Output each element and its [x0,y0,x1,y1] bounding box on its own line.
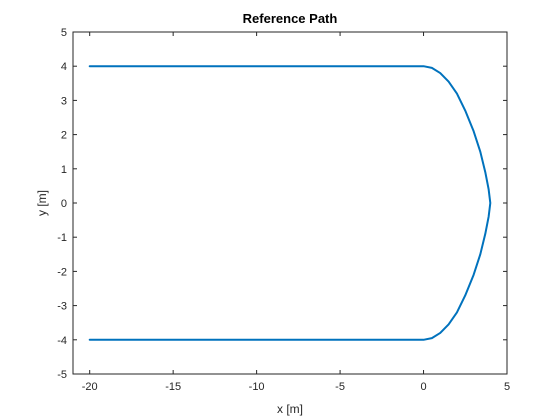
axes-box [72,31,508,375]
y-tick-label: 2 [61,130,67,142]
plot-area [73,32,507,374]
x-tick-label: -15 [165,381,181,393]
y-tick-label: 3 [61,95,67,107]
y-tick-label: 4 [61,61,67,73]
x-axis-label: x [m] [277,402,303,416]
y-tick-label: -4 [57,335,67,347]
y-tick-label: -1 [57,232,67,244]
y-tick-label: 0 [61,198,67,210]
x-tick-label: -10 [249,381,265,393]
y-tick-label: -3 [57,301,67,313]
chart-title: Reference Path [243,11,338,26]
x-tick-label: 5 [504,381,510,393]
series-group [88,65,492,341]
series-line-0 [88,65,492,341]
y-tick-label: -2 [57,266,67,278]
x-tick-label: -5 [335,381,345,393]
y-tick-label: 5 [61,27,67,39]
x-tick-label: 0 [420,381,426,393]
y-axis-label: y [m] [35,190,49,216]
y-tick-label: 1 [61,164,67,176]
y-tick-label: -5 [57,369,67,381]
x-tick-label: -20 [82,381,98,393]
